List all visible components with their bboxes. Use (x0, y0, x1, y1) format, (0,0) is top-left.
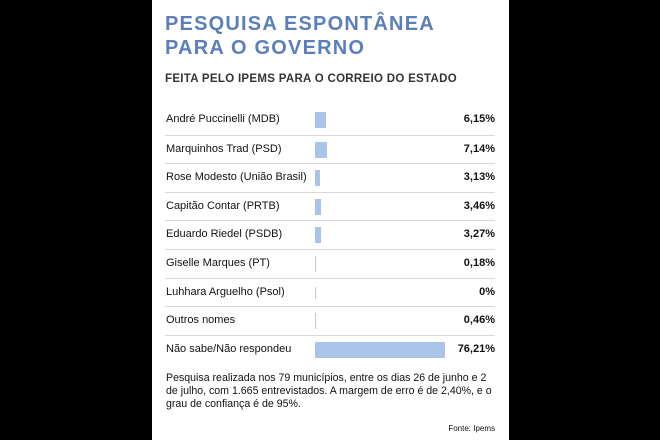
category-label: Marquinhos Trad (PSD) (166, 142, 282, 155)
value-label: 3,46% (463, 199, 495, 212)
chart-row: Marquinhos Trad (PSD) 7,14% (165, 134, 495, 164)
bar-track (315, 341, 445, 358)
bar-track (315, 227, 445, 244)
bar-track (315, 112, 445, 128)
value-label: 7,14% (463, 142, 495, 155)
category-label: Não sabe/Não respondeu (166, 342, 292, 355)
chart-row: André Puccinelli (MDB) 6,15% (165, 106, 495, 135)
category-label: Giselle Marques (PT) (166, 256, 270, 269)
value-label: 0,18% (463, 256, 495, 269)
category-label: Eduardo Riedel (PSDB) (166, 228, 283, 241)
value-label: 3,13% (463, 171, 495, 184)
chart-row: Giselle Marques (PT) 0,18% (165, 248, 495, 278)
bar-track (315, 141, 445, 158)
infographic-card: PESQUISA ESPONTÂNEA PARA O GOVERNO FEITA… (152, 0, 509, 440)
title-line-1: PESQUISA ESPONTÂNEA (165, 13, 435, 35)
bar-track (315, 198, 445, 215)
title-line-2: PARA O GOVERNO (165, 37, 366, 59)
bar (315, 198, 321, 215)
category-label: Rose Modesto (União Brasil) (166, 171, 307, 184)
chart-title: PESQUISA ESPONTÂNEA PARA O GOVERNO (165, 12, 493, 60)
bar (315, 286, 316, 299)
bar-track (315, 255, 445, 272)
chart-row: Eduardo Riedel (PSDB) 3,27% (165, 220, 495, 249)
value-label: 6,15% (463, 113, 495, 125)
bar (315, 227, 321, 244)
category-label: Outros nomes (166, 314, 236, 327)
bar (315, 255, 316, 272)
chart-row: Luhhara Arguelho (Psol) 0% (165, 277, 495, 307)
bar (315, 313, 316, 330)
category-label: André Puccinelli (MDB) (166, 113, 280, 125)
bar-track (315, 313, 445, 330)
bar-chart: André Puccinelli (MDB) 6,15% Marquinhos Tr… (165, 106, 495, 363)
bar (315, 170, 321, 187)
value-label: 0% (479, 285, 495, 298)
chart-row: Capitão Contar (PRTB) 3,46% (165, 191, 495, 221)
methodology-note: Pesquisa realizada nos 79 municípios, en… (166, 372, 492, 410)
category-label: Capitão Contar (PRTB) (166, 199, 280, 212)
bar (315, 112, 326, 128)
category-label: Luhhara Arguelho (Psol) (166, 285, 285, 298)
bar-track (315, 285, 445, 301)
chart-row: Não sabe/Não respondeu 76,21% (165, 334, 495, 364)
source-credit: Fonte: Ipems (448, 424, 495, 433)
bar-track (315, 170, 445, 187)
value-label: 76,21% (457, 342, 495, 355)
chart-row: Rose Modesto (União Brasil) 3,13% (165, 163, 495, 192)
chart-row: Outros nomes 0,46% (165, 306, 495, 335)
bar (315, 141, 328, 158)
value-label: 3,27% (463, 228, 495, 241)
bar (315, 341, 445, 358)
chart-subtitle: FEITA PELO IPEMS PARA O CORREIO DO ESTAD… (165, 73, 457, 85)
value-label: 0,46% (463, 314, 495, 327)
